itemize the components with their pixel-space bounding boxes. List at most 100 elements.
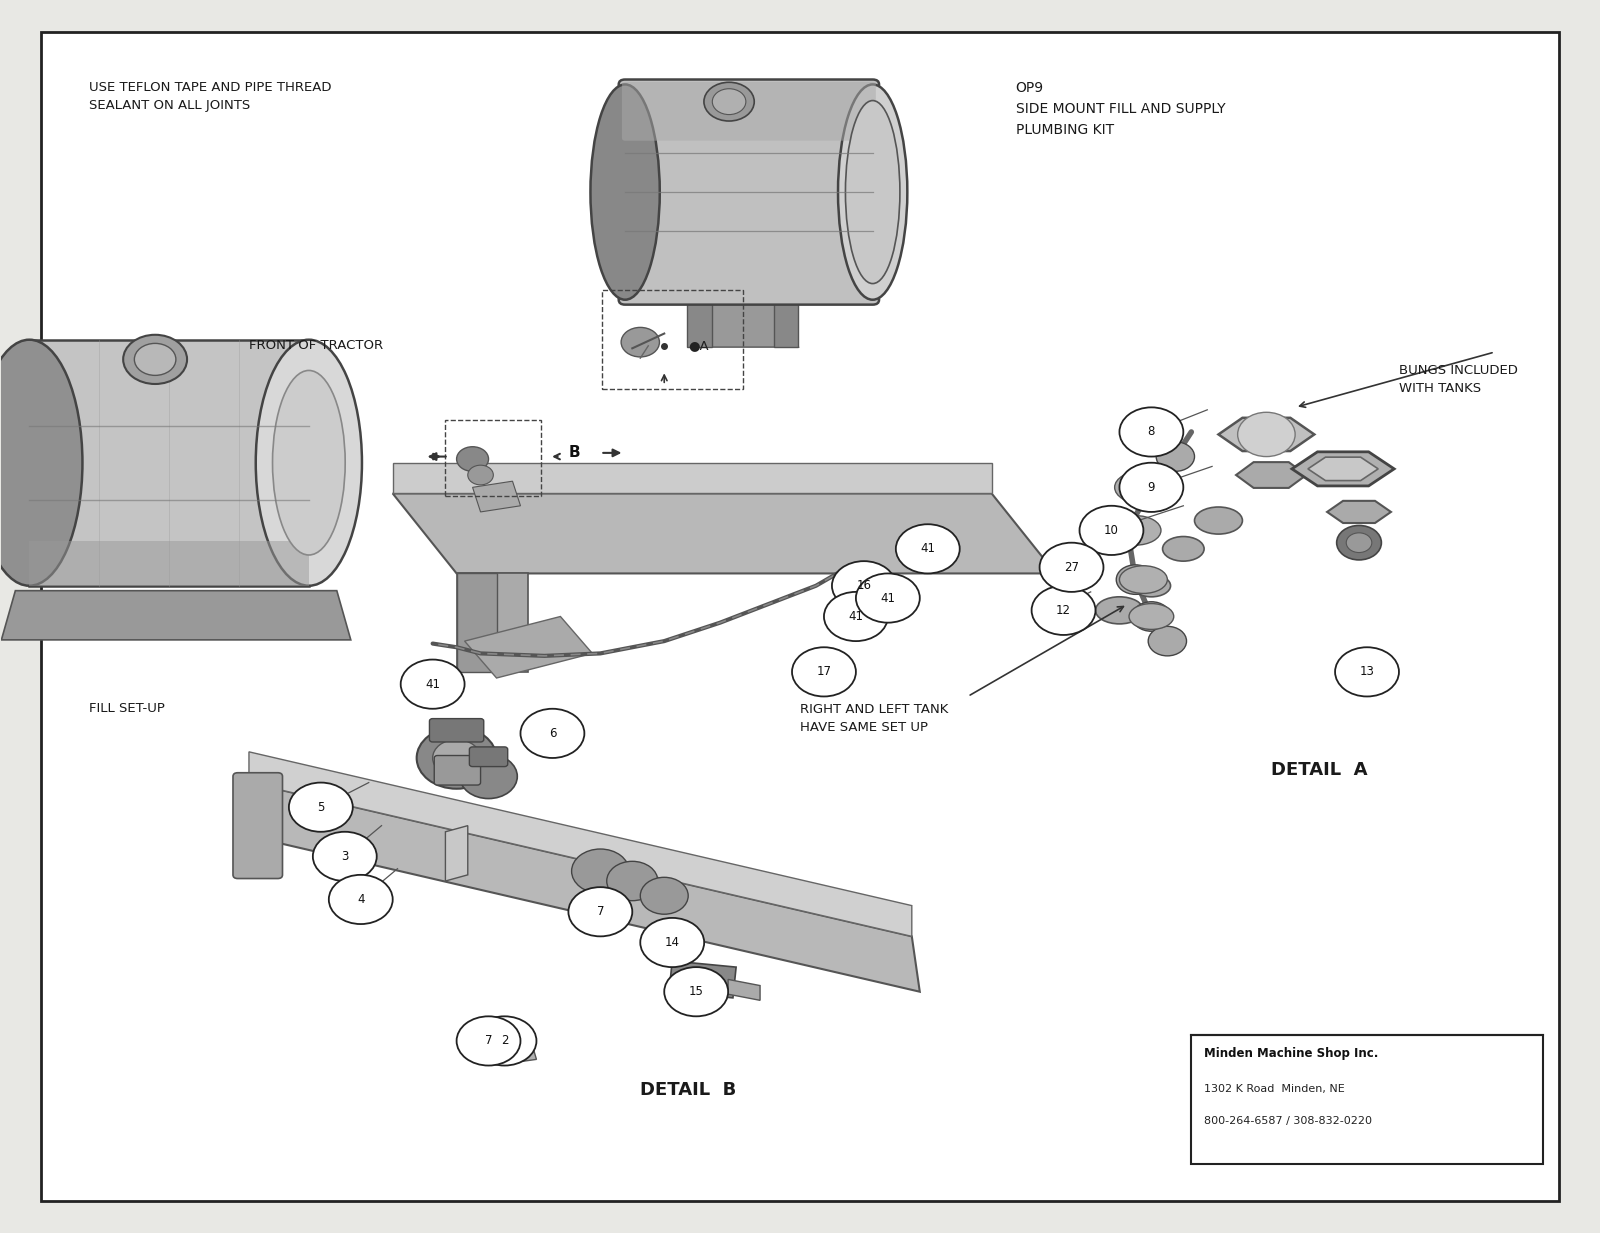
Ellipse shape xyxy=(1130,604,1174,629)
Polygon shape xyxy=(472,481,520,512)
Polygon shape xyxy=(1291,451,1394,486)
Text: 9: 9 xyxy=(1147,481,1155,494)
Text: 10: 10 xyxy=(1104,524,1118,536)
Ellipse shape xyxy=(1110,515,1162,545)
Polygon shape xyxy=(669,961,736,997)
Text: 27: 27 xyxy=(1064,561,1078,573)
Text: 41: 41 xyxy=(426,678,440,690)
Text: 5: 5 xyxy=(317,800,325,814)
Circle shape xyxy=(416,727,496,789)
Ellipse shape xyxy=(1163,536,1205,561)
Text: 17: 17 xyxy=(816,666,832,678)
Polygon shape xyxy=(1237,462,1306,488)
Circle shape xyxy=(472,1016,536,1065)
Circle shape xyxy=(856,573,920,623)
Circle shape xyxy=(1149,626,1187,656)
FancyBboxPatch shape xyxy=(469,747,507,767)
Bar xyxy=(29,541,309,586)
Circle shape xyxy=(456,1016,520,1065)
Polygon shape xyxy=(1307,457,1378,481)
Text: 800-264-6587 / 308-832-0220: 800-264-6587 / 308-832-0220 xyxy=(1205,1116,1373,1126)
Circle shape xyxy=(1032,586,1096,635)
Circle shape xyxy=(640,917,704,967)
Text: DETAIL  B: DETAIL B xyxy=(640,1081,736,1099)
Circle shape xyxy=(432,740,480,777)
Text: Minden Machine Shop Inc.: Minden Machine Shop Inc. xyxy=(1205,1047,1379,1060)
Text: 41: 41 xyxy=(880,592,896,604)
Circle shape xyxy=(456,446,488,471)
Circle shape xyxy=(1157,441,1195,471)
Text: 12: 12 xyxy=(1056,604,1070,616)
Text: B: B xyxy=(568,445,581,460)
Bar xyxy=(1192,1034,1542,1164)
Circle shape xyxy=(520,709,584,758)
Ellipse shape xyxy=(1096,597,1144,624)
FancyBboxPatch shape xyxy=(429,719,483,742)
Text: 14: 14 xyxy=(664,936,680,949)
Circle shape xyxy=(640,878,688,914)
Circle shape xyxy=(824,592,888,641)
Circle shape xyxy=(896,524,960,573)
Circle shape xyxy=(400,660,464,709)
Text: 41: 41 xyxy=(920,543,936,555)
Polygon shape xyxy=(456,573,496,672)
Ellipse shape xyxy=(845,101,899,284)
Ellipse shape xyxy=(272,370,346,555)
Polygon shape xyxy=(392,493,1056,573)
Circle shape xyxy=(1346,533,1371,552)
Circle shape xyxy=(704,83,754,121)
Bar xyxy=(686,300,712,346)
Ellipse shape xyxy=(1115,471,1173,504)
FancyBboxPatch shape xyxy=(434,756,480,785)
Circle shape xyxy=(792,647,856,697)
Circle shape xyxy=(712,89,746,115)
Polygon shape xyxy=(250,783,920,991)
Polygon shape xyxy=(392,462,992,493)
Circle shape xyxy=(467,465,493,485)
Polygon shape xyxy=(2,591,350,640)
Text: 1302 K Road  Minden, NE: 1302 K Road Minden, NE xyxy=(1205,1084,1346,1094)
Circle shape xyxy=(1133,472,1171,502)
Text: 41: 41 xyxy=(848,610,864,623)
Circle shape xyxy=(1040,543,1104,592)
FancyBboxPatch shape xyxy=(234,773,283,879)
Text: 7: 7 xyxy=(485,1034,493,1047)
Ellipse shape xyxy=(1195,507,1243,534)
Text: FRONT OF TRACTOR: FRONT OF TRACTOR xyxy=(250,339,382,353)
Bar xyxy=(29,340,309,586)
Polygon shape xyxy=(445,826,467,882)
Circle shape xyxy=(459,755,517,799)
Circle shape xyxy=(1120,407,1184,456)
Polygon shape xyxy=(493,1032,536,1064)
Ellipse shape xyxy=(1133,575,1171,597)
Text: DETAIL  A: DETAIL A xyxy=(1270,761,1368,779)
Circle shape xyxy=(1080,506,1144,555)
Circle shape xyxy=(1334,647,1398,697)
Ellipse shape xyxy=(256,340,362,586)
Polygon shape xyxy=(699,305,798,346)
Ellipse shape xyxy=(1120,566,1168,593)
Circle shape xyxy=(330,875,392,924)
Text: RIGHT AND LEFT TANK
HAVE SAME SET UP: RIGHT AND LEFT TANK HAVE SAME SET UP xyxy=(800,703,949,734)
Ellipse shape xyxy=(838,84,907,300)
Text: FILL SET-UP: FILL SET-UP xyxy=(90,703,165,715)
Text: 15: 15 xyxy=(688,985,704,999)
Ellipse shape xyxy=(590,84,659,300)
Circle shape xyxy=(1133,602,1171,631)
Circle shape xyxy=(568,888,632,936)
Text: 7: 7 xyxy=(597,905,605,919)
Circle shape xyxy=(314,832,376,882)
Polygon shape xyxy=(1219,418,1314,451)
Circle shape xyxy=(1120,462,1184,512)
Circle shape xyxy=(832,561,896,610)
FancyBboxPatch shape xyxy=(622,81,875,141)
Circle shape xyxy=(1117,565,1155,594)
Text: 4: 4 xyxy=(357,893,365,906)
Bar xyxy=(602,291,742,388)
Polygon shape xyxy=(728,979,760,1000)
Ellipse shape xyxy=(0,340,83,586)
FancyBboxPatch shape xyxy=(619,79,878,305)
Circle shape xyxy=(606,862,658,900)
Text: 3: 3 xyxy=(341,850,349,863)
Bar xyxy=(774,300,798,346)
